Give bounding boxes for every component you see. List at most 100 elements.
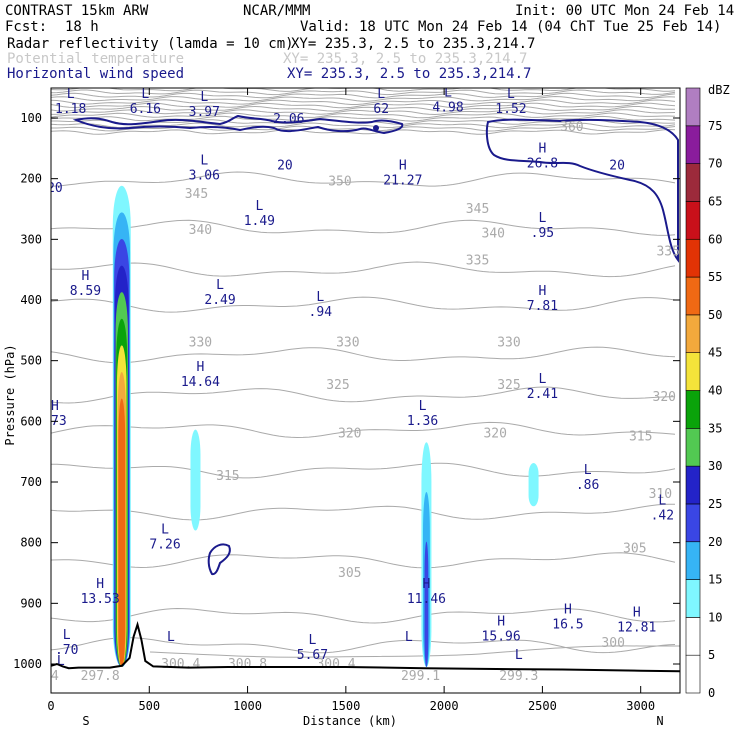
theta-label: 320: [653, 390, 676, 405]
colorbar-swatch: [685, 125, 701, 164]
colorbar-label: 60: [708, 232, 722, 246]
y-tick-label: 700: [20, 475, 42, 489]
extremum-value: 8.59: [70, 284, 101, 299]
colorbar-swatch: [685, 654, 701, 694]
theta-label: 340: [189, 223, 212, 238]
field-reflectivity-name: Radar reflectivity (lamda = 10 cm): [7, 36, 294, 52]
extremum-letter: H: [497, 615, 505, 630]
extremum-letter: H: [423, 577, 431, 592]
theta-label: 300.8: [228, 657, 267, 672]
reflectivity-field: [112, 185, 539, 668]
extremum-value: .94: [309, 305, 333, 320]
extremum-value: 1.36: [407, 414, 438, 429]
theta-contour-upper: [51, 128, 676, 135]
extremum-value: 2.41: [527, 387, 558, 402]
reflectivity-band: [424, 541, 429, 668]
colorbar-label: 55: [708, 270, 722, 284]
colorbar-label: 50: [708, 308, 722, 322]
extremum-letter: L: [255, 199, 263, 214]
colorbar-swatch: [685, 579, 701, 618]
extremum-value: .73: [43, 414, 66, 429]
extremum-value: 4.98: [432, 101, 463, 116]
extremum-value: 14.64: [181, 375, 220, 390]
field-wind-name: Horizontal wind speed: [7, 66, 184, 82]
theta-contour: [51, 552, 676, 569]
theta-label: 345: [466, 202, 489, 217]
theta-contour-upper: [51, 95, 676, 102]
colorbar-swatch: [685, 541, 701, 580]
field-theta-name: Potential temperature: [7, 51, 184, 67]
extremum-value: 3.97: [189, 105, 220, 120]
theta-label: 330: [336, 335, 359, 350]
extremum-letter: L: [309, 633, 317, 648]
colorbar-label: 75: [708, 119, 722, 133]
plot-frame: [50, 87, 681, 694]
theta-label: 305: [338, 566, 361, 581]
colorbar-label: 35: [708, 421, 722, 435]
extremum-letter: L: [57, 654, 65, 669]
extremum-letter: L: [405, 630, 413, 645]
colorbar-units: dBZ: [708, 83, 730, 97]
colorbar-swatch: [685, 276, 701, 316]
init-label: Init: 00 UTC Mon 24 Feb 14: [515, 3, 734, 19]
y-tick-label: 600: [20, 414, 42, 428]
theta-label: 300.4: [316, 657, 355, 672]
theta-contour: [51, 171, 676, 187]
extremum-letter: H: [51, 399, 59, 414]
extremum-letter: L: [538, 211, 546, 226]
colorbar-swatch: [685, 617, 701, 656]
colorbar-swatch: [685, 465, 701, 505]
wind-contour-small: [207, 543, 231, 576]
extremum-letter: L: [200, 154, 208, 169]
colorbar-label: 45: [708, 346, 722, 360]
theta-contour: [51, 346, 676, 364]
model-label: CONTRAST 15km ARW: [5, 3, 149, 19]
field-wind-xy: XY= 235.3, 2.5 to 235.3,214.7: [287, 66, 531, 82]
extremum-value: .42: [651, 508, 674, 523]
y-tick-label: 100: [20, 111, 42, 125]
y-tick-label: 200: [20, 172, 42, 186]
extremum-value: .70: [55, 643, 78, 658]
colorbar-label: 10: [708, 610, 722, 624]
org-label: NCAR/MMM: [243, 3, 310, 19]
theta-label: 335: [466, 254, 489, 269]
theta-label: 345: [185, 187, 208, 202]
theta-contour: [51, 219, 676, 236]
colorbar-label: 15: [708, 573, 722, 587]
extremum-letter: L: [141, 87, 149, 102]
y-tick-label: 900: [20, 596, 42, 610]
x-tick-label: 0: [47, 699, 54, 713]
extremum-letter: H: [81, 269, 89, 284]
fcst-label: Fcst:: [5, 19, 47, 35]
extremum-letter: H: [633, 606, 641, 621]
x-axis-title: Distance (km): [303, 714, 397, 728]
fcst-value: 18 h: [65, 19, 99, 35]
colorbar-label: 70: [708, 157, 722, 171]
extremum-letter: L: [167, 630, 175, 645]
theta-contour-upper: [51, 105, 676, 112]
theta-label: 340: [482, 226, 505, 241]
colorbar-swatch: [685, 428, 701, 467]
theta-contour-upper: [51, 89, 676, 96]
extremum-letter: L: [316, 290, 324, 305]
extremum-letter: L: [67, 87, 75, 102]
theta-label: 315: [216, 469, 239, 484]
extremum-letter: H: [538, 284, 546, 299]
theta-label: 310: [649, 487, 672, 502]
theta-label: 305: [623, 542, 646, 557]
colorbar-label: 0: [708, 686, 715, 700]
extremum-letter: H: [196, 360, 204, 375]
extremum-value: 13.53: [81, 592, 120, 607]
extremum-letter: L: [200, 90, 208, 105]
theta-contour: [51, 421, 676, 439]
y-tick-label: 1000: [13, 657, 42, 671]
extremum-value: .95: [531, 226, 554, 241]
colorbar-swatch: [685, 87, 701, 127]
reflectivity-band: [528, 463, 539, 507]
extremum-value: 2.49: [204, 293, 235, 308]
extremum-letter: L: [216, 278, 224, 293]
theta-label: 315: [629, 430, 652, 445]
extremum-letter: L: [419, 399, 427, 414]
x-end-label-south: S: [82, 714, 89, 728]
x-tick-label: 2500: [528, 699, 557, 713]
